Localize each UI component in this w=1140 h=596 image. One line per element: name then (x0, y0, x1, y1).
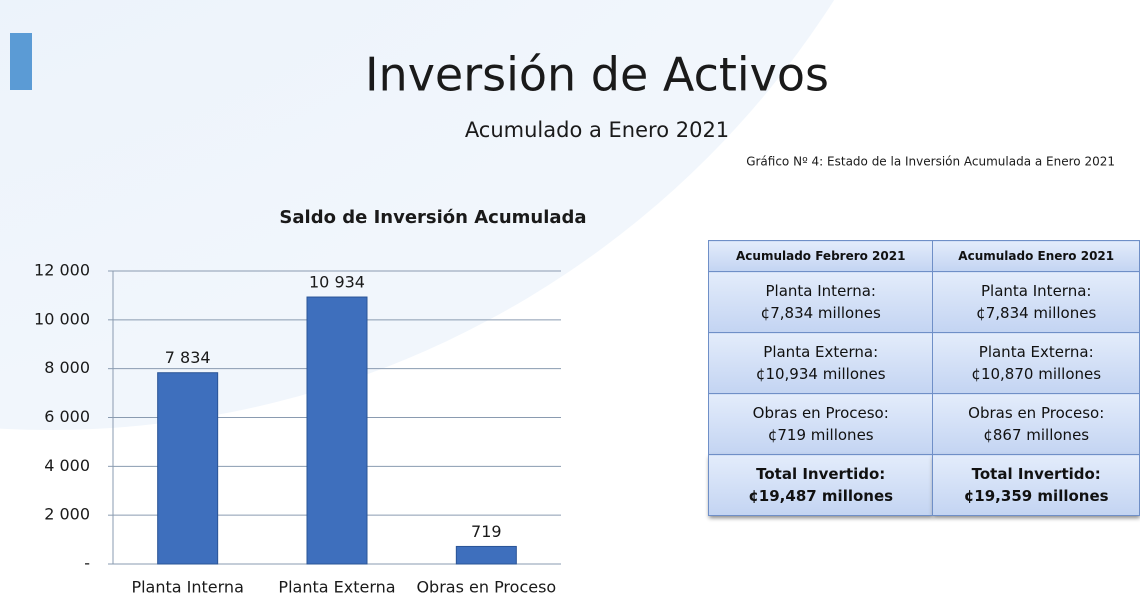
table-cell: Planta Interna: ¢7,834 millones (707, 271, 934, 333)
y-tick-label: 6 000 (44, 407, 90, 426)
cell-line: Obras en Proceso: (752, 404, 889, 422)
chart-title: Saldo de Inversión Acumulada (279, 207, 586, 228)
bar (455, 545, 517, 565)
cell-line: ¢19,487 millones (748, 487, 894, 505)
table-cell: Planta Externa: ¢10,870 millones (932, 332, 1140, 394)
cell-line: ¢7,834 millones (976, 304, 1097, 322)
header-cell: Acumulado Enero 2021 (932, 240, 1140, 272)
cell-line: Total Invertido: (971, 465, 1101, 483)
table-row: Planta Interna: ¢7,834 millones Planta Int… (707, 271, 1140, 333)
value-label: 7 834 (165, 348, 211, 367)
y-tick-label: - (84, 554, 90, 573)
accent-bar (10, 33, 32, 90)
bar (157, 372, 219, 565)
y-tick-label: 4 000 (44, 456, 90, 475)
cell-line: ¢719 millones (767, 426, 874, 444)
table-row: Total Invertido: ¢19,487 millones Total In… (707, 454, 1140, 516)
table-cell: Total Invertido: ¢19,487 millones (707, 454, 934, 516)
y-tick-label: 8 000 (44, 358, 90, 377)
slide-title: Inversión de Activos (365, 48, 829, 102)
table-cell: Obras en Proceso: ¢719 millones (707, 393, 934, 455)
x-tick-label: Planta Externa (278, 578, 395, 596)
cell-line: Obras en Proceso: (968, 404, 1105, 422)
cell-line: ¢19,359 millones (963, 487, 1109, 505)
header-row: Acumulado Febrero 2021 Acumulado Enero 20… (707, 240, 1140, 272)
cell-line: Planta Externa: (978, 343, 1094, 361)
table-cell: Planta Interna: ¢7,834 millones (932, 271, 1140, 333)
header-cell: Acumulado Febrero 2021 (707, 240, 934, 272)
x-tick-label: Obras en Proceso (416, 578, 556, 596)
cell-line: ¢10,870 millones (971, 365, 1102, 383)
cell-line: Planta Interna: (981, 282, 1092, 300)
cell-line: ¢7,834 millones (760, 304, 881, 322)
table-cell: Obras en Proceso: ¢867 millones (932, 393, 1140, 455)
slide-subtitle: Acumulado a Enero 2021 (465, 118, 729, 142)
caption: Gráfico Nº 4: Estado de la Inversión Acu… (746, 155, 1115, 169)
x-tick-label: Planta Interna (131, 578, 243, 596)
table-row: Planta Externa: ¢10,934 millones Planta Ex… (707, 332, 1140, 394)
table-row: Obras en Proceso: ¢719 millones Obras en P… (707, 393, 1140, 455)
y-tick-label: 2 000 (44, 505, 90, 524)
bar (306, 296, 368, 565)
background-arc (0, 0, 835, 430)
y-tick-label: 10 000 (34, 309, 90, 328)
cell-line: ¢867 millones (983, 426, 1090, 444)
cell-line: ¢10,934 millones (755, 365, 886, 383)
y-tick-label: 12 000 (34, 261, 90, 280)
cell-line: Planta Interna: (765, 282, 876, 300)
value-label: 10 934 (309, 273, 365, 292)
cell-line: Total Invertido: (756, 465, 886, 483)
value-label: 719 (471, 522, 502, 541)
table-cell: Total Invertido: ¢19,359 millones (932, 454, 1140, 516)
table-cell: Planta Externa: ¢10,934 millones (707, 332, 934, 394)
summary-table: Acumulado Febrero 2021 Acumulado Enero 20… (707, 240, 1140, 516)
cell-line: Planta Externa: (763, 343, 879, 361)
